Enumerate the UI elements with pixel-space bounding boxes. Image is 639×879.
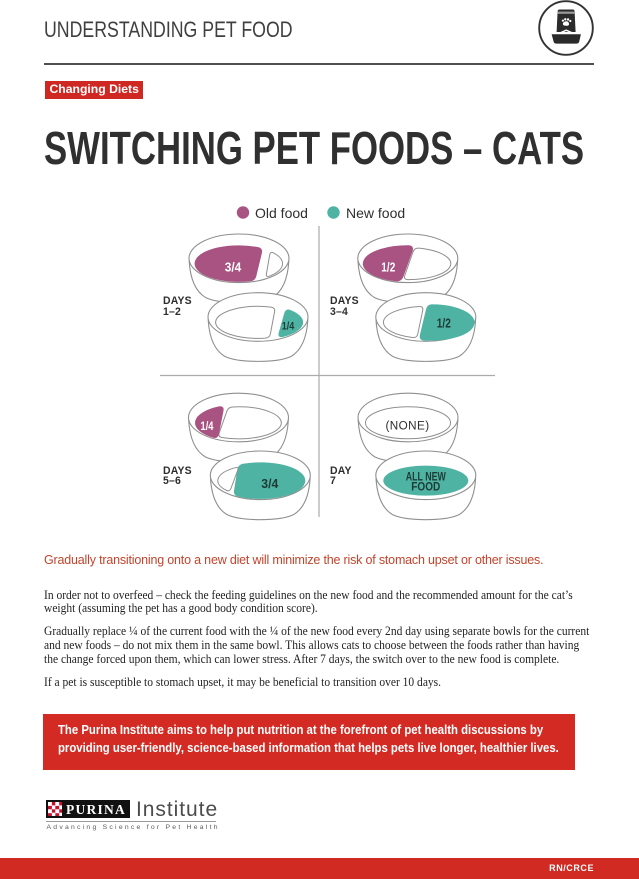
svg-text:1/4: 1/4 xyxy=(282,321,295,333)
svg-text:1/4: 1/4 xyxy=(201,421,214,433)
svg-text:1/2: 1/2 xyxy=(437,317,451,331)
svg-text:1/2: 1/2 xyxy=(381,260,395,274)
svg-text:3/4: 3/4 xyxy=(261,476,279,491)
svg-text:3/4: 3/4 xyxy=(225,260,242,275)
svg-text:(NONE): (NONE) xyxy=(386,421,430,433)
svg-text:FOOD: FOOD xyxy=(411,481,440,494)
svg-text:ALL NEW: ALL NEW xyxy=(406,470,446,483)
